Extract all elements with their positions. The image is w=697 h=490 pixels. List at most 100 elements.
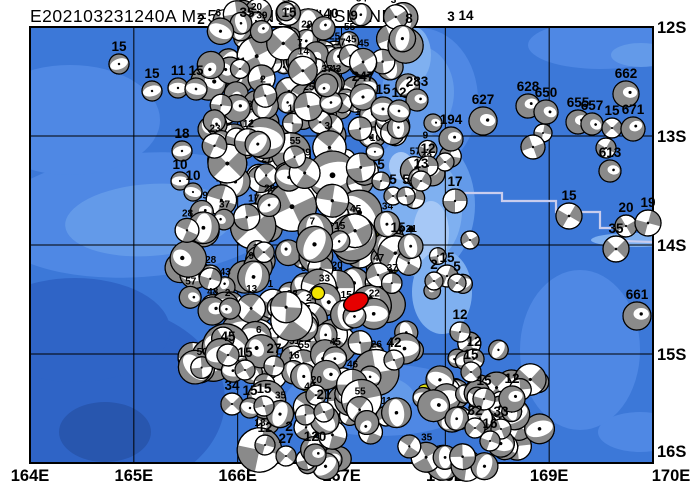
beachball: [218, 297, 241, 320]
beachball: [424, 271, 444, 291]
depth-label-noise: 3: [391, 0, 397, 6]
depth-label-noise: 37: [321, 64, 333, 75]
depth-label-noise: 47: [373, 253, 385, 264]
depth-label-noise: 15: [341, 290, 353, 301]
beachball: [345, 152, 376, 183]
beachball: [405, 88, 429, 112]
depth-label-noise: 9: [423, 130, 429, 141]
lon-axis-label: 166E: [218, 467, 257, 485]
beachball-depth-label: 247: [352, 69, 375, 84]
beachball: [349, 83, 377, 111]
beachball-depth-label: 20: [618, 200, 633, 215]
beachball-depth-label: 15: [375, 82, 391, 97]
beachball-depth-label: 13: [413, 156, 429, 171]
beachball: [383, 4, 409, 30]
beachball-depth-label: 19: [640, 195, 655, 210]
beachball: [498, 385, 526, 413]
beachball: [178, 285, 202, 309]
overlay-number-label: 2: [197, 12, 205, 27]
beachball-depth-label: 45: [220, 329, 236, 344]
beachball-depth-label: 12: [420, 141, 435, 156]
beachball: [253, 395, 275, 417]
beachball: [196, 50, 226, 80]
overlay-number-label: 15: [281, 5, 297, 20]
beachball: [313, 401, 335, 423]
beachball: [380, 272, 403, 294]
overlay-number-label: 35: [239, 5, 255, 20]
beachball: [141, 80, 163, 102]
depth-label-noise: 25: [329, 31, 341, 42]
beachball-depth-label: 15: [604, 103, 620, 118]
beachball: [198, 267, 222, 291]
lat-axis-label: 14S: [657, 237, 686, 255]
beachball: [460, 230, 480, 250]
beachball: [388, 24, 417, 53]
depth-label-noise: 28: [182, 208, 194, 219]
beachball: [184, 77, 208, 101]
beachball: [282, 112, 304, 134]
beachball: [423, 113, 443, 133]
beachball-depth-label: 661: [626, 287, 649, 302]
beachball: [354, 410, 380, 436]
beachball-depth-label: 12: [466, 334, 481, 349]
depth-label-noise: 20: [251, 2, 263, 13]
beachball: [601, 117, 623, 139]
beachball: [447, 273, 467, 293]
beachball-depth-label: 21: [316, 387, 332, 402]
beachball: [347, 116, 373, 141]
depth-label-noise: 1: [268, 279, 274, 290]
beachball-depth-label: 283: [406, 74, 429, 89]
depth-label-noise: 48: [207, 287, 219, 298]
beachball-depth-label: 34: [224, 378, 240, 393]
beachball: [244, 130, 272, 158]
beachball: [233, 203, 261, 231]
beachball: [555, 202, 583, 230]
beachball: [108, 53, 130, 75]
depth-label-noise: 55: [298, 340, 310, 351]
beachball-depth-label: 27: [266, 341, 281, 356]
depth-label-noise: 26: [371, 340, 383, 351]
beachball: [612, 80, 640, 108]
beachball: [254, 163, 279, 188]
beachball-depth-label: 15: [439, 250, 455, 265]
beachball-depth-label: 613: [599, 145, 622, 160]
beachball-depth-label: 10: [172, 157, 187, 172]
depth-label-noise: 51: [289, 336, 301, 347]
beachball-depth-label: 27: [278, 431, 293, 446]
beachball-depth-label: 15: [476, 373, 492, 388]
beachball: [595, 137, 617, 159]
beachball: [314, 73, 339, 98]
beachball-depth-label: 5: [402, 172, 410, 187]
beachball: [283, 145, 307, 169]
beachball: [357, 297, 390, 330]
overlay-number-label: 15: [390, 220, 406, 235]
beachball: [620, 116, 646, 142]
beachball-depth-label: 32: [467, 403, 482, 418]
beachball-depth-label: 12: [391, 85, 406, 100]
beachball-depth-label: 5: [453, 259, 461, 274]
beachball: [307, 150, 358, 201]
depth-label-noise: 9: [249, 251, 255, 262]
beachball: [371, 171, 391, 191]
bathymetry-patch: [30, 278, 170, 382]
diamond-marker: [407, 225, 415, 233]
depth-label-noise: 37: [387, 263, 399, 274]
beachball: [387, 99, 411, 123]
depth-label-noise: 57: [185, 276, 197, 287]
main-event-beachball: [342, 291, 370, 313]
beachball: [347, 330, 373, 356]
beachball: [171, 140, 193, 162]
beachball: [276, 91, 299, 114]
beachball-depth-label: 5: [389, 172, 397, 187]
beachball: [249, 20, 273, 44]
beachball-depth-label: 2: [430, 257, 438, 272]
depth-label-noise: 1: [355, 107, 361, 118]
depth-label-noise: 45: [345, 35, 357, 46]
lat-axis-label: 12S: [657, 19, 686, 37]
beachball: [472, 387, 496, 411]
depth-label-noise: 39: [300, 148, 312, 159]
beachball: [634, 209, 662, 237]
depth-label-noise: 25: [303, 82, 315, 93]
beachball-depth-label: 194: [440, 112, 463, 127]
depth-label-noise: 17: [248, 194, 260, 205]
